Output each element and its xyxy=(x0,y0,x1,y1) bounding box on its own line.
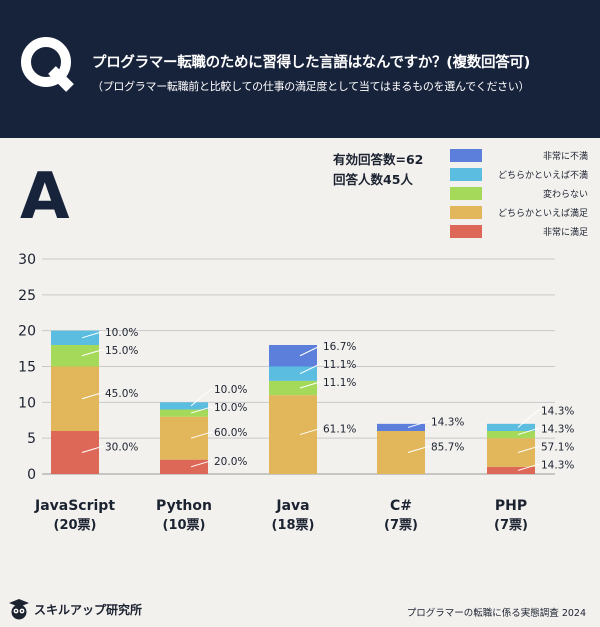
label-leader-line xyxy=(517,445,539,453)
label-leader-line xyxy=(81,392,103,400)
label-leader-line xyxy=(190,406,212,414)
label-leader-line xyxy=(299,363,321,375)
y-tick-label: 20 xyxy=(18,324,36,340)
data-label: 10.0% xyxy=(214,384,247,396)
bar-segment xyxy=(160,402,208,410)
y-tick-label: 15 xyxy=(18,360,36,376)
legend-item: 変わらない xyxy=(450,186,600,205)
label-leader-line xyxy=(190,388,212,407)
question-subtitle: （プログラマー転職前と比較しての仕事の満足度として当てはまるものを選んでください… xyxy=(92,80,530,93)
brand-name: スキルアップ研究所 xyxy=(34,603,143,617)
legend-label: 非常に満足 xyxy=(542,228,588,238)
y-tick-label: 25 xyxy=(18,288,36,304)
legend-label: 非常に不満 xyxy=(542,152,588,162)
y-tick-label: 0 xyxy=(27,467,36,483)
valid-answers-count: 有効回答数=62 xyxy=(333,152,424,167)
x-tick-label: PHP xyxy=(495,498,527,514)
data-label: 60.0% xyxy=(214,427,247,439)
data-label: 57.1% xyxy=(541,441,574,453)
label-leader-line xyxy=(299,381,321,389)
x-tick-label: Java xyxy=(275,498,309,514)
bar-segment xyxy=(269,380,317,396)
x-tick-sublabel: (18票) xyxy=(272,517,315,533)
legend-swatch xyxy=(450,168,482,181)
legend-item: どちらかといえば不満 xyxy=(450,167,600,186)
label-leader-line xyxy=(81,349,103,357)
label-leader-line xyxy=(190,460,212,468)
data-label: 16.7% xyxy=(323,341,356,353)
y-tick-label: 10 xyxy=(18,395,36,411)
data-label: 30.0% xyxy=(105,442,138,454)
bar-segment xyxy=(269,395,317,474)
bar-segment xyxy=(487,466,535,474)
bar-segment xyxy=(160,416,208,460)
x-tick-sublabel: (7票) xyxy=(384,517,418,533)
stacked-bar-chart: 0 5 10 15 20 25 30 JavaScript (20票) Python (10票) Ja… xyxy=(18,252,574,533)
data-label: 15.0% xyxy=(105,345,138,357)
label-leader-line xyxy=(81,331,103,339)
legend-swatch xyxy=(450,225,482,238)
label-leader-line xyxy=(517,463,539,471)
data-label: 14.3% xyxy=(431,416,464,428)
bar-segment xyxy=(51,431,99,474)
data-label: 14.3% xyxy=(541,405,574,417)
label-leader-line xyxy=(81,446,103,453)
bar-segment xyxy=(51,330,99,345)
data-label: 11.1% xyxy=(323,377,356,389)
legend-swatch xyxy=(450,206,482,219)
data-label: 14.3% xyxy=(541,423,574,435)
data-label: 61.1% xyxy=(323,424,356,436)
bar-segment xyxy=(487,423,535,431)
data-label: 10.0% xyxy=(214,402,247,414)
data-label: 14.3% xyxy=(541,459,574,471)
label-leader-line xyxy=(407,420,429,428)
owl-mascot-icon xyxy=(9,599,29,620)
bar-segment xyxy=(160,409,208,417)
bar-segment xyxy=(487,431,535,439)
q-letter-logo-icon xyxy=(21,37,74,92)
chart-legend: 非常に不満 どちらかといえば不満 変わらない どちらかといえば満足 非常に満足 xyxy=(450,148,600,243)
x-tick-label: C# xyxy=(390,498,412,514)
answer-letter: A xyxy=(20,160,70,234)
bar-segment xyxy=(51,366,99,431)
x-tick-label: JavaScript xyxy=(34,498,115,514)
question-title: プログラマー転職のために習得した言語はなんですか？(複数回答可) xyxy=(92,55,530,71)
legend-label: どちらかといえば不満 xyxy=(497,171,588,181)
legend-label: どちらかといえば満足 xyxy=(497,209,588,219)
y-tick-label: 5 xyxy=(27,431,36,447)
bar-segment xyxy=(377,423,425,431)
label-leader-line xyxy=(407,446,429,453)
legend-swatch xyxy=(450,149,482,162)
data-label: 10.0% xyxy=(105,327,138,339)
label-leader-line xyxy=(517,427,539,436)
legend-swatch xyxy=(450,187,482,200)
label-leader-line xyxy=(299,428,321,436)
data-label: 20.0% xyxy=(214,456,247,468)
x-tick-sublabel: (7票) xyxy=(494,517,528,533)
y-tick-label: 30 xyxy=(18,252,36,268)
legend-item: 非常に不満 xyxy=(450,148,600,167)
source-note: プログラマーの転職に係る実態調査 2024 xyxy=(406,608,586,619)
legend-item: 非常に満足 xyxy=(450,224,600,243)
x-tick-label: Python xyxy=(156,498,212,514)
data-label: 11.1% xyxy=(323,359,356,371)
bar-segment xyxy=(377,431,425,474)
header-banner: プログラマー転職のために習得した言語はなんですか？(複数回答可) （プログラマー… xyxy=(0,0,600,138)
bar-segment xyxy=(160,459,208,474)
data-label: 85.7% xyxy=(431,442,464,454)
bar-segment xyxy=(51,345,99,367)
label-leader-line xyxy=(190,431,212,439)
x-tick-sublabel: (20票) xyxy=(54,517,97,533)
x-tick-sublabel: (10票) xyxy=(163,517,206,533)
bar-segment xyxy=(269,345,317,367)
respondent-count: 回答人数45人 xyxy=(333,172,413,187)
legend-label: 変わらない xyxy=(542,190,588,200)
legend-item: どちらかといえば満足 xyxy=(450,205,600,224)
label-leader-line xyxy=(299,345,321,357)
data-label: 45.0% xyxy=(105,388,138,400)
bar-segment xyxy=(269,366,317,381)
bar-segment xyxy=(487,438,535,467)
label-leader-line xyxy=(517,410,539,428)
response-stats: 有効回答数=62 回答人数45人 xyxy=(333,150,423,190)
